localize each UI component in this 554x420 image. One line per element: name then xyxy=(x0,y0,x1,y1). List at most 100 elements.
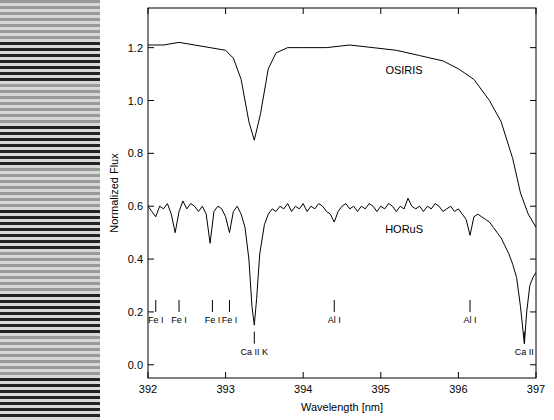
y-axis-title: Normalized Flux xyxy=(108,153,120,233)
photo-stripe xyxy=(0,246,100,249)
y-tick-label: 0.0 xyxy=(128,359,143,371)
line-id-label: Al I xyxy=(464,315,477,325)
photo-stripe xyxy=(0,252,100,255)
line-id-tick xyxy=(155,300,156,312)
x-tick-label: 393 xyxy=(216,383,234,395)
photo-stripe xyxy=(0,378,100,381)
photo-stripe xyxy=(0,306,100,309)
photo-stripe xyxy=(0,72,100,75)
plot-frame xyxy=(148,8,536,378)
photo-stripe xyxy=(0,126,100,129)
series-group xyxy=(148,42,536,343)
photo-stripe xyxy=(0,78,100,81)
line-id-tick xyxy=(179,300,180,312)
x-tick xyxy=(148,8,149,14)
photo-stripe xyxy=(0,18,100,21)
photo-stripe xyxy=(0,222,100,225)
photo-stripe xyxy=(0,288,100,291)
x-tick xyxy=(536,8,537,14)
photo-stripe xyxy=(0,90,100,93)
photo-stripe xyxy=(0,60,100,63)
y-tick-label: 0.8 xyxy=(128,147,143,159)
y-tick xyxy=(530,100,536,101)
y-tick xyxy=(530,47,536,48)
photo-stripe xyxy=(0,396,100,399)
y-tick-label: 0.6 xyxy=(128,200,143,212)
photo-stripe xyxy=(0,270,100,273)
photo-stripe xyxy=(0,132,100,135)
line-id-label: Fe I xyxy=(222,315,238,325)
photo-stripe xyxy=(0,186,100,189)
photo-stripe xyxy=(0,342,100,345)
photo-stripe xyxy=(0,360,100,363)
photo-stripe xyxy=(0,276,100,279)
line-id-tick xyxy=(470,300,471,312)
photo-stripe xyxy=(0,114,100,117)
y-tick xyxy=(148,206,154,207)
photo-stripe xyxy=(0,354,100,357)
x-tick xyxy=(303,372,304,378)
photo-stripe xyxy=(0,180,100,183)
x-tick xyxy=(380,372,381,378)
x-axis-title: Wavelength [nm] xyxy=(301,401,383,413)
line-id-tick xyxy=(254,332,255,344)
photo-stripe xyxy=(0,174,100,177)
y-tick xyxy=(148,364,154,365)
y-tick xyxy=(530,364,536,365)
photo-stripe xyxy=(0,372,100,375)
series-label: OSIRIS xyxy=(385,64,422,76)
y-tick-label: 1.0 xyxy=(128,95,143,107)
x-tick xyxy=(303,8,304,14)
photo-stripe xyxy=(0,294,100,297)
y-tick xyxy=(148,47,154,48)
series-line xyxy=(148,42,536,227)
photo-stripe xyxy=(0,156,100,159)
y-tick xyxy=(148,100,154,101)
x-tick xyxy=(458,8,459,14)
background xyxy=(0,0,554,420)
line-id-label: Ca II xyxy=(515,347,534,357)
x-tick xyxy=(380,8,381,14)
photo-stripe xyxy=(0,66,100,69)
photo-stripe xyxy=(0,210,100,213)
y-tick xyxy=(530,311,536,312)
x-tick xyxy=(225,8,226,14)
photo-stripe xyxy=(0,108,100,111)
photo-stripe xyxy=(0,84,100,87)
photo-stripe xyxy=(0,54,100,57)
photo-stripe xyxy=(0,258,100,261)
photo xyxy=(0,0,100,420)
photo-stripe xyxy=(0,318,100,321)
line-id-label: Fe I xyxy=(205,315,221,325)
photo-stripe xyxy=(0,150,100,153)
y-tick xyxy=(530,153,536,154)
series-label: HORuS xyxy=(385,223,423,235)
photo-stripe xyxy=(0,12,100,15)
photo-stripe xyxy=(0,102,100,105)
photo-stripe xyxy=(0,324,100,327)
line-id-label: Al I xyxy=(328,315,341,325)
x-tick xyxy=(148,372,149,378)
photo-stripe xyxy=(0,48,100,51)
line-id-tick xyxy=(229,300,230,312)
line-id-label: Ca II K xyxy=(241,347,269,357)
photo-stripe xyxy=(0,144,100,147)
y-tick-label: 0.2 xyxy=(128,306,143,318)
photo-stripe xyxy=(0,414,100,417)
photo-stripe xyxy=(0,168,100,171)
photo-stripe xyxy=(0,336,100,339)
x-tick xyxy=(536,372,537,378)
photo-stripe xyxy=(0,348,100,351)
photo-stripe xyxy=(0,408,100,411)
x-tick xyxy=(458,372,459,378)
photo-stripe xyxy=(0,228,100,231)
x-tick xyxy=(225,372,226,378)
y-tick xyxy=(530,206,536,207)
photo-stripe xyxy=(0,240,100,243)
photo-stripe xyxy=(0,390,100,393)
photo-stripe xyxy=(0,6,100,9)
photo-stripe xyxy=(0,234,100,237)
photo-stripe xyxy=(0,138,100,141)
y-tick xyxy=(148,311,154,312)
photo-stripe xyxy=(0,0,100,3)
